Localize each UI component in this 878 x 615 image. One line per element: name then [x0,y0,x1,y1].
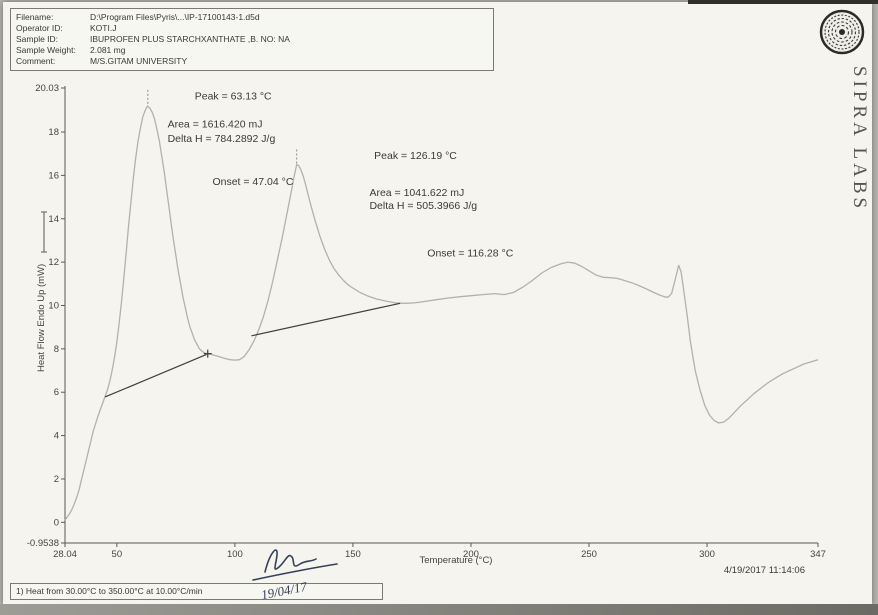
y-tick-label: 14 [48,214,59,225]
y-tick-label: 20.03 [35,83,59,94]
annotation: Area = 1041.622 mJ [369,187,464,199]
y-tick-label: 10 [48,300,59,311]
info-row-filename: Filename: D:\Program Files\Pyris\...\IP-… [11,12,493,23]
x-tick-label: 300 [699,549,715,560]
x-tick-label: 50 [112,549,123,560]
y-tick-label: 16 [48,170,59,181]
operator-value: KOTI.J [90,23,117,33]
x-tick-label: 347 [810,549,826,560]
annotation: Delta H = 505.3966 J/g [369,200,477,212]
info-row-sample-weight: Sample Weight: 2.081 mg [11,45,493,56]
comment-value: M/S.GITAM UNIVERSITY [90,56,188,66]
annotation: Onset = 116.28 °C [427,248,513,260]
handwritten-signature: 19/04/17 [252,549,338,603]
signature-underline [252,563,338,581]
y-tick-label: 12 [48,257,59,268]
sipra-labs-wordmark: SIPRA LABS [849,66,870,213]
x-tick-label: 100 [227,549,243,560]
info-row-comment: Comment: M/S.GITAM UNIVERSITY [11,56,493,67]
method-step-box: 1) Heat from 30.00°C to 350.00°C at 10.0… [10,583,383,600]
x-axis-title: Temperature (°C) [419,555,493,566]
y-tick-label: 0 [54,517,59,528]
sipra-labs-emblem-icon [819,9,865,55]
signature-stroke [264,549,317,573]
annotation: Area = 1616.420 mJ [168,119,263,131]
y-tick-label: 18 [48,127,59,138]
annotation: Delta H = 784.2892 J/g [168,133,276,145]
y-axis-title: Heat Flow Endo Up (mW) [36,263,47,372]
sample-weight-label: Sample Weight: [16,45,76,55]
x-tick-label: 250 [581,549,597,560]
y-tick-label: 2 [54,474,59,485]
x-tick-label: 150 [345,549,361,560]
info-row-operator: Operator ID: KOTI.J [11,23,493,34]
scan-edge-top [688,0,878,4]
comment-label: Comment: [16,56,56,66]
handwritten-date: 19/04/17 [260,579,309,603]
tangent-baseline [251,302,401,337]
operator-label: Operator ID: [16,23,63,33]
x-tick-label: 28.04 [53,549,77,560]
sample-info-box: Filename: D:\Program Files\Pyris\...\IP-… [10,8,494,71]
tangent-baseline [104,353,207,398]
dsc-curve [64,105,819,521]
sample-id-value: IBUPROFEN PLUS STARCHXANTHATE ,B. NO: NA [90,34,290,44]
report-timestamp: 4/19/2017 11:14:06 [723,565,805,576]
y-tick-label: -0.9538 [27,538,59,549]
x-tick-label: 200 [463,549,479,560]
annotation: Onset = 47.04 °C [212,176,293,188]
y-tick-label: 8 [54,344,59,355]
y-tick-label: 6 [54,387,59,398]
sample-weight-value: 2.081 mg [90,45,126,55]
scan-edge-bottom [0,604,878,615]
info-row-sample-id: Sample ID: IBUPROFEN PLUS STARCHXANTHATE… [11,34,493,45]
y-tick-label: 4 [54,431,59,442]
filename-value: D:\Program Files\Pyris\...\IP-17100143-1… [90,12,260,22]
annotation: Peak = 63.13 °C [195,90,272,102]
filename-label: Filename: [16,12,54,22]
annotation: Peak = 126.19 °C [374,150,457,162]
sample-id-label: Sample ID: [16,34,59,44]
